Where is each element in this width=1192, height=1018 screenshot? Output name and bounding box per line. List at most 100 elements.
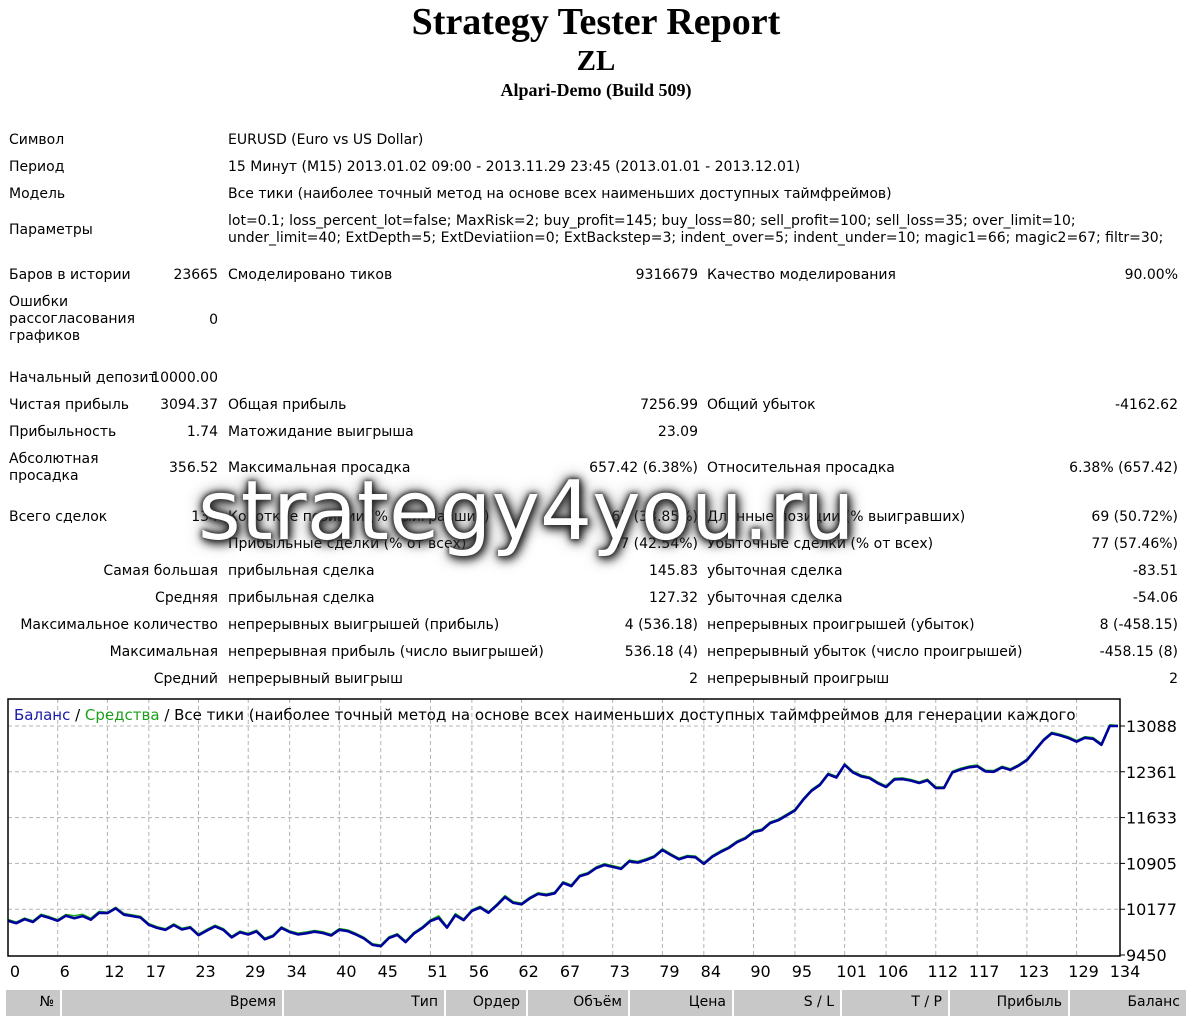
average-loss-value: -54.06: [1132, 590, 1178, 606]
expected-payoff-value: 23.09: [657, 424, 698, 440]
avg-consec-wins-label: непрерывный выигрыш: [228, 671, 403, 687]
max-consec-wins-value: 4 (536.18): [624, 617, 698, 633]
long-positions-value: 69 (50.72%): [1091, 509, 1178, 525]
short-positions-label: Короткие позиции (% выигравших): [228, 509, 490, 525]
col-price[interactable]: Цена: [630, 990, 734, 1016]
expected-payoff-label: Матожидание выигрыша: [228, 424, 414, 440]
legend-equity: Средства: [85, 706, 160, 724]
max-consec-losses-label: непрерывных проигрышей (убыток): [707, 617, 975, 633]
gross-profit-value: 7256.99: [640, 397, 698, 413]
avg-consec-losses-value: 2: [1169, 671, 1178, 687]
y-tick-label: 10905: [1126, 854, 1177, 873]
largest-label: Самая большая: [103, 563, 218, 579]
params-label: Параметры: [9, 222, 93, 238]
report-title: Strategy Tester Report: [411, 1, 781, 43]
average-profit-label: прибыльная сделка: [228, 590, 375, 606]
deposit-label: Начальный депозит: [9, 370, 157, 386]
x-tick-label: 45: [378, 962, 398, 981]
x-tick-label: 17: [146, 962, 166, 981]
server-build: Alpari-Demo (Build 509): [500, 80, 692, 100]
x-tick-label: 112: [927, 962, 958, 981]
x-tick-label: 0: [10, 962, 20, 981]
net-profit-label: Чистая прибыль: [9, 397, 130, 413]
profit-factor-value: 1.74: [186, 424, 218, 440]
x-tick-label: 106: [878, 962, 909, 981]
balance-chart: Баланс / Средства / Все тики (наиболее т…: [0, 693, 1192, 989]
expert-name: ZL: [576, 45, 616, 77]
x-tick-label: 101: [836, 962, 867, 981]
period-value: 15 Минут (M15) 2013.01.02 09:00 - 2013.1…: [228, 159, 801, 175]
params-value: lot=0.1; loss_percent_lot=false; MaxRisk…: [228, 213, 1164, 246]
average-label: Средняя: [155, 590, 218, 606]
x-tick-label: 56: [469, 962, 489, 981]
long-positions-label: Длинные позиции (% выигравших): [707, 509, 966, 525]
profit-trades-label: Прибыльные сделки (% от всех): [228, 536, 467, 552]
x-tick-label: 129: [1068, 962, 1099, 981]
avg-consec-label: Средний: [153, 671, 218, 687]
x-tick-label: 12: [104, 962, 124, 981]
x-tick-label: 95: [792, 962, 812, 981]
x-tick-label: 73: [610, 962, 630, 981]
ticks-label: Смоделировано тиков: [228, 267, 393, 283]
maximal-loss-label: непрерывный убыток (число проигрышей): [707, 644, 1023, 660]
legend-model: Все тики (наиболее точный метод на основ…: [174, 706, 1075, 724]
x-tick-label: 6: [60, 962, 70, 981]
max-consec-wins-label: непрерывных выигрышей (прибыль): [228, 617, 500, 633]
loss-trades-value: 77 (57.46%): [1091, 536, 1178, 552]
gross-loss-label: Общий убыток: [707, 397, 816, 413]
max-drawdown-value: 657.42 (6.38%): [589, 460, 698, 476]
x-tick-label: 62: [518, 962, 538, 981]
col-type[interactable]: Тип: [284, 990, 446, 1016]
balance-series-line: [7, 724, 1118, 948]
maximal-profit-value: 536.18 (4): [624, 644, 698, 660]
avg-consec-wins-value: 2: [689, 671, 698, 687]
col-number[interactable]: №: [6, 990, 62, 1016]
bars-value: 23665: [173, 267, 218, 283]
largest-loss-value: -83.51: [1132, 563, 1178, 579]
abs-drawdown-label: Абсолютная просадка: [9, 451, 99, 484]
symbol-value: EURUSD (Euro vs US Dollar): [228, 132, 424, 148]
x-tick-label: 34: [286, 962, 306, 981]
total-trades-value: 134: [191, 509, 218, 525]
period-label: Период: [9, 159, 65, 175]
gross-profit-label: Общая прибыль: [228, 397, 347, 413]
abs-drawdown-value: 356.52: [169, 460, 218, 476]
rel-drawdown-value: 6.38% (657.42): [1069, 460, 1178, 476]
chart-frame: [7, 698, 1121, 957]
maximal-loss-value: -458.15 (8): [1099, 644, 1178, 660]
col-sl[interactable]: S / L: [734, 990, 842, 1016]
col-time[interactable]: Время: [62, 990, 284, 1016]
x-tick-label: 90: [750, 962, 770, 981]
quality-label: Качество моделирования: [707, 267, 896, 283]
deposit-value: 10000.00: [151, 370, 218, 386]
largest-loss-label: убыточная сделка: [707, 563, 843, 579]
y-tick-label: 13088: [1126, 717, 1177, 736]
largest-profit-value: 145.83: [649, 563, 698, 579]
x-tick-label: 29: [245, 962, 265, 981]
chart-legend: Баланс / Средства / Все тики (наиболее т…: [14, 706, 1076, 724]
x-tick-label: 134: [1110, 962, 1141, 981]
x-tick-label: 40: [336, 962, 356, 981]
rel-drawdown-label: Относительная просадка: [707, 460, 895, 476]
legend-balance: Баланс: [14, 706, 70, 724]
ticks-value: 9316679: [635, 267, 698, 283]
bars-label: Баров в истории: [9, 267, 131, 283]
x-tick-label: 23: [195, 962, 215, 981]
col-balance[interactable]: Баланс: [1070, 990, 1186, 1016]
x-tick-label: 123: [1019, 962, 1050, 981]
model-label: Модель: [9, 186, 66, 202]
profit-trades-value: 57 (42.54%): [611, 536, 698, 552]
max-consec-losses-value: 8 (-458.15): [1099, 617, 1178, 633]
x-tick-label: 117: [969, 962, 1000, 981]
largest-profit-label: прибыльная сделка: [228, 563, 375, 579]
x-tick-label: 67: [560, 962, 580, 981]
avg-consec-losses-label: непрерывный проигрыш: [707, 671, 890, 687]
y-tick-label: 11633: [1126, 809, 1177, 828]
col-volume[interactable]: Объём: [528, 990, 630, 1016]
col-order[interactable]: Ордер: [446, 990, 528, 1016]
col-tp[interactable]: T / P: [842, 990, 950, 1016]
y-tick-label: 12361: [1126, 763, 1177, 782]
trades-table-header: № Время Тип Ордер Объём Цена S / L T / P…: [6, 990, 1186, 1016]
maximal-label: Максимальная: [109, 644, 218, 660]
col-profit[interactable]: Прибыль: [950, 990, 1070, 1016]
